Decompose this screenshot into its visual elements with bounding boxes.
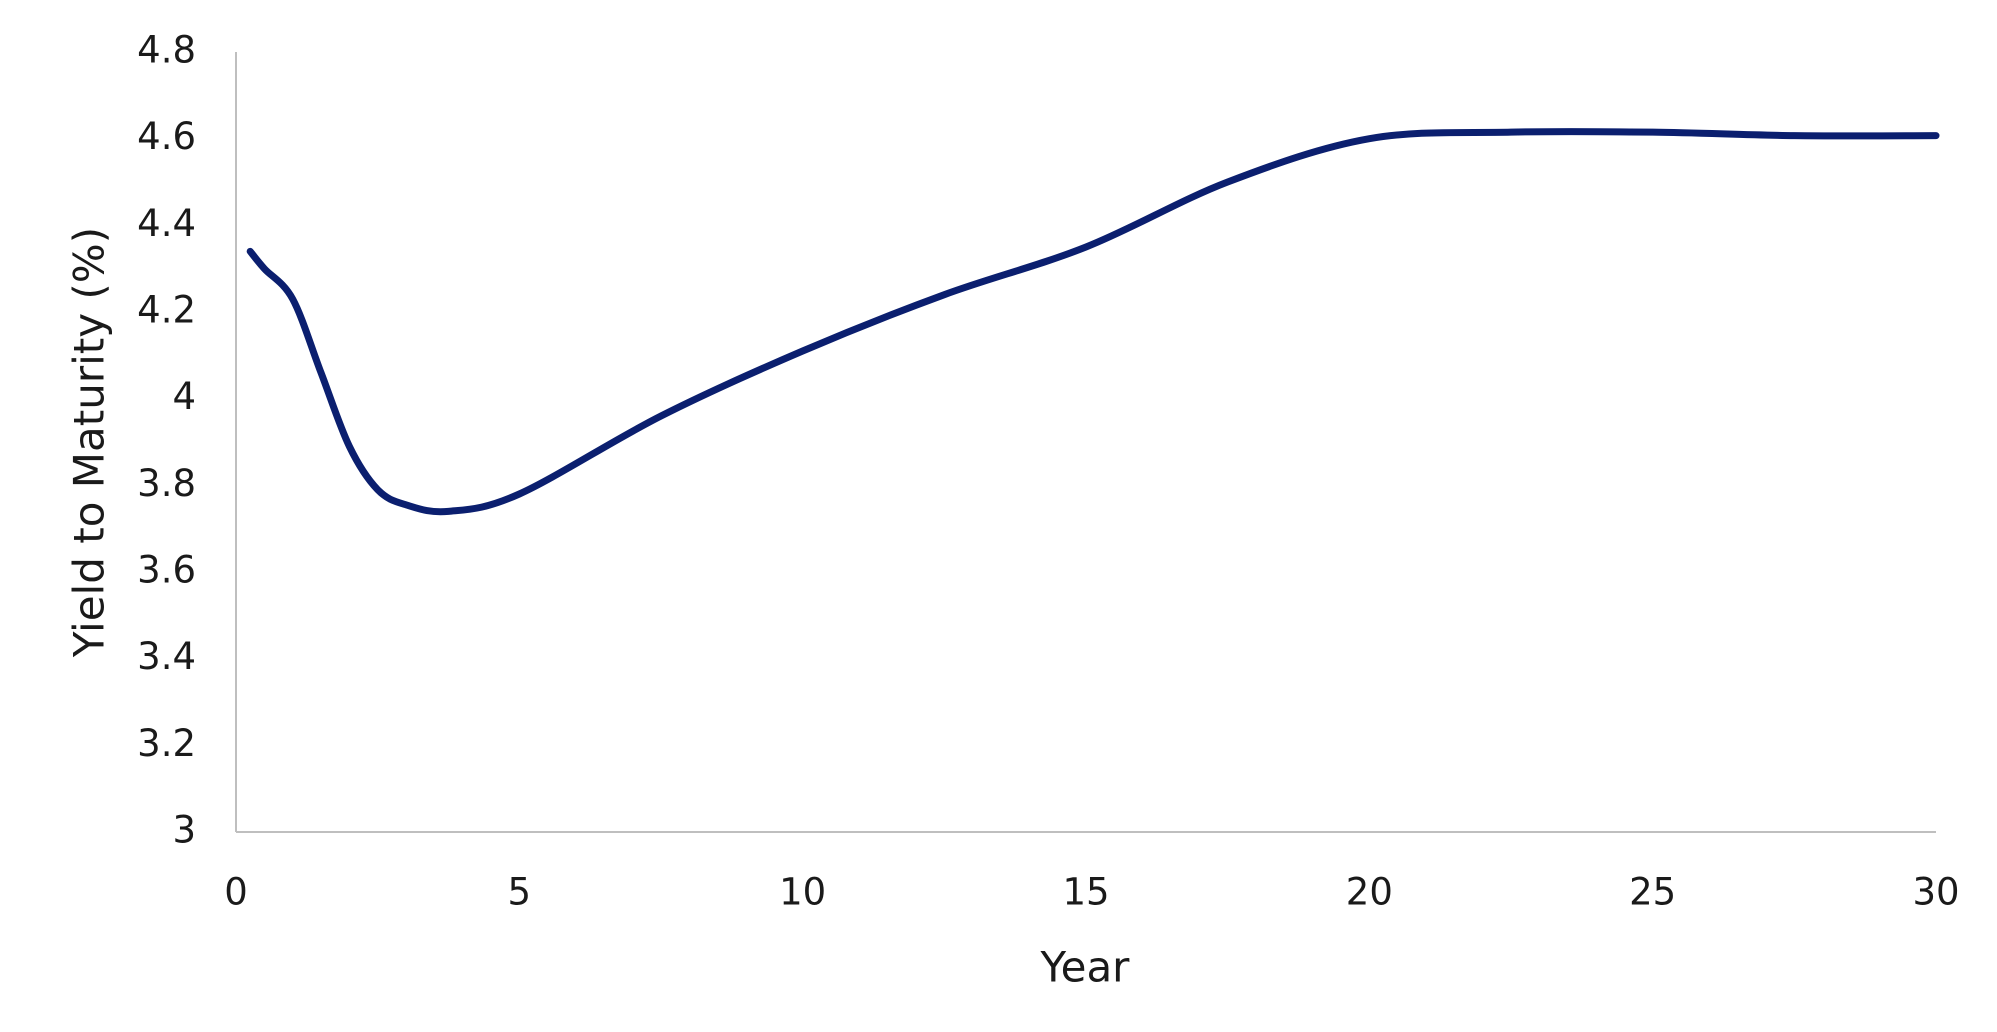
x-tick-label: 0 xyxy=(224,871,248,914)
y-tick-label: 4.2 xyxy=(137,289,196,332)
x-tick-label: 5 xyxy=(508,871,532,914)
y-tick-label: 3.6 xyxy=(137,549,196,592)
x-tick-label: 30 xyxy=(1912,871,1959,914)
y-tick-label: 4.6 xyxy=(137,115,196,158)
x-tick-label: 20 xyxy=(1346,871,1393,914)
y-tick-label: 3 xyxy=(172,809,196,852)
y-tick-label: 3.8 xyxy=(137,462,196,505)
line-series xyxy=(246,128,1940,516)
y-tick-label: 4.4 xyxy=(137,202,196,245)
x-tick-label: 10 xyxy=(779,871,826,914)
x-axis-title: Year xyxy=(1040,943,1131,992)
x-tick-label: 25 xyxy=(1629,871,1676,914)
y-tick-label: 3.4 xyxy=(137,635,196,678)
y-tick-label: 4.8 xyxy=(137,29,196,72)
y-axis-title: Yield to Maturity (%) xyxy=(65,227,114,658)
y-tick-label: 4 xyxy=(172,375,196,418)
y-tick-label: 3.2 xyxy=(137,722,196,765)
x-tick-label: 15 xyxy=(1062,871,1109,914)
